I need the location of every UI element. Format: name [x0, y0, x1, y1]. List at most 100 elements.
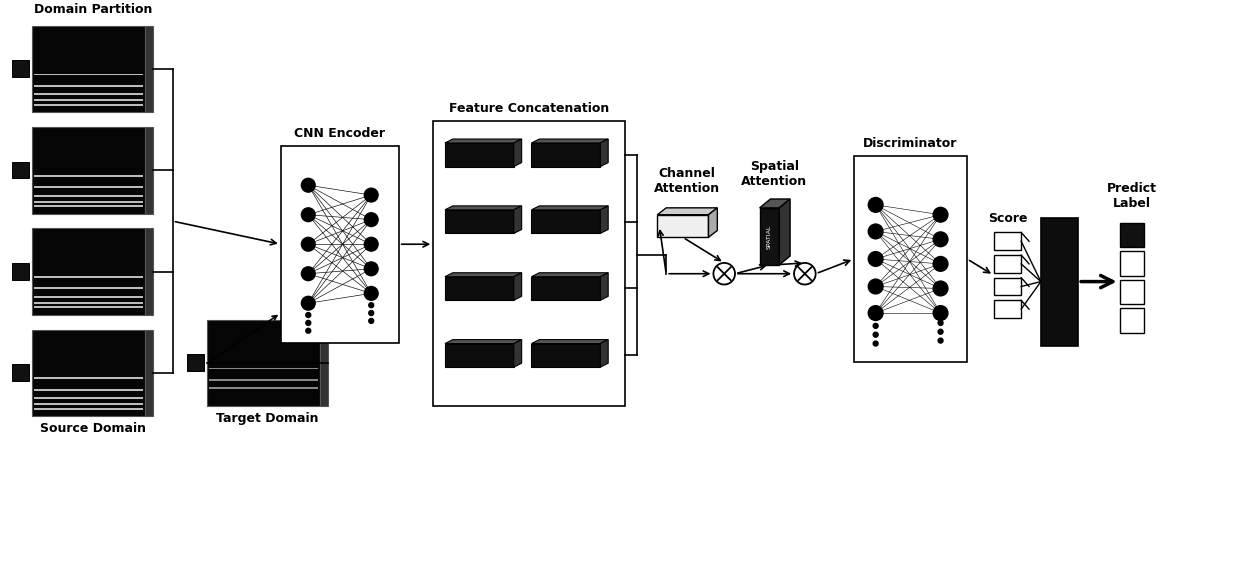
Circle shape — [938, 338, 943, 343]
Bar — [532, 276, 601, 300]
Bar — [445, 210, 514, 233]
Bar — [434, 122, 624, 407]
Bar — [209, 367, 318, 369]
Bar — [1120, 308, 1144, 333]
Text: Channel
Attention: Channel Attention — [654, 167, 720, 195]
Bar — [145, 229, 152, 315]
Bar — [33, 408, 142, 410]
Bar — [1120, 222, 1144, 247]
Bar — [854, 156, 968, 362]
Bar — [760, 208, 779, 265]
Circle shape — [364, 262, 378, 276]
Bar — [445, 276, 514, 300]
Circle shape — [364, 188, 378, 202]
Circle shape — [869, 224, 883, 239]
Polygon shape — [514, 340, 522, 367]
Circle shape — [306, 320, 311, 325]
Bar — [33, 403, 142, 406]
Bar — [994, 233, 1021, 250]
Circle shape — [873, 323, 878, 328]
Bar — [32, 127, 145, 214]
Bar — [33, 85, 142, 87]
Bar — [994, 278, 1021, 295]
Circle shape — [869, 252, 883, 266]
Bar — [445, 143, 514, 166]
Text: Discriminator: Discriminator — [864, 137, 958, 150]
Circle shape — [306, 328, 311, 333]
Text: Spatial
Attention: Spatial Attention — [741, 160, 808, 188]
Bar — [658, 215, 709, 237]
Bar — [33, 306, 142, 308]
Bar — [33, 104, 142, 106]
Bar — [145, 330, 152, 416]
Bar — [532, 143, 601, 166]
Bar — [33, 205, 142, 207]
Bar — [145, 127, 152, 214]
Circle shape — [933, 207, 948, 222]
Bar — [33, 201, 142, 203]
Circle shape — [369, 319, 374, 323]
Circle shape — [364, 213, 378, 226]
Circle shape — [306, 313, 311, 317]
Bar — [209, 388, 318, 389]
Bar — [12, 162, 28, 179]
Polygon shape — [445, 340, 522, 343]
Circle shape — [794, 263, 815, 285]
Text: Target Domain: Target Domain — [217, 412, 318, 425]
Bar — [994, 300, 1021, 318]
Polygon shape — [532, 206, 608, 210]
Circle shape — [933, 256, 948, 271]
Text: Predict
Label: Predict Label — [1106, 182, 1157, 210]
Circle shape — [938, 320, 943, 325]
Circle shape — [869, 279, 883, 294]
Bar — [187, 354, 204, 371]
Polygon shape — [532, 139, 608, 143]
Polygon shape — [601, 206, 608, 233]
Circle shape — [369, 303, 374, 308]
Bar — [994, 255, 1021, 273]
Bar — [32, 26, 145, 112]
Circle shape — [933, 306, 948, 320]
Bar — [12, 263, 28, 279]
Bar — [33, 287, 142, 289]
Circle shape — [873, 332, 878, 337]
Polygon shape — [760, 199, 790, 208]
Bar — [532, 210, 601, 233]
Bar — [33, 296, 142, 298]
Text: CNN Encoder: CNN Encoder — [294, 127, 385, 140]
Circle shape — [869, 198, 883, 213]
Polygon shape — [601, 273, 608, 300]
Bar — [33, 100, 142, 101]
Bar — [320, 320, 328, 407]
Circle shape — [301, 267, 315, 281]
Bar — [207, 320, 320, 407]
Bar — [33, 377, 142, 380]
Circle shape — [714, 263, 735, 285]
Polygon shape — [514, 273, 522, 300]
Text: Score: Score — [987, 211, 1027, 225]
Bar — [145, 26, 152, 112]
Polygon shape — [709, 208, 717, 237]
Bar — [33, 302, 142, 304]
Polygon shape — [601, 340, 608, 367]
Circle shape — [933, 281, 948, 296]
Text: Domain Partition: Domain Partition — [35, 3, 152, 16]
Circle shape — [364, 286, 378, 300]
Text: SPATIAL: SPATIAL — [767, 224, 772, 248]
Polygon shape — [514, 206, 522, 233]
Bar — [33, 74, 142, 75]
Polygon shape — [532, 273, 608, 276]
Polygon shape — [445, 273, 522, 276]
Bar — [281, 146, 399, 343]
Bar — [33, 276, 142, 278]
Circle shape — [869, 306, 883, 320]
Bar — [445, 343, 514, 367]
Bar — [532, 343, 601, 367]
Polygon shape — [445, 206, 522, 210]
Circle shape — [933, 232, 948, 247]
Circle shape — [938, 329, 943, 334]
Polygon shape — [532, 340, 608, 343]
Bar — [12, 60, 28, 77]
Circle shape — [301, 237, 315, 251]
Text: Source Domain: Source Domain — [41, 422, 146, 435]
